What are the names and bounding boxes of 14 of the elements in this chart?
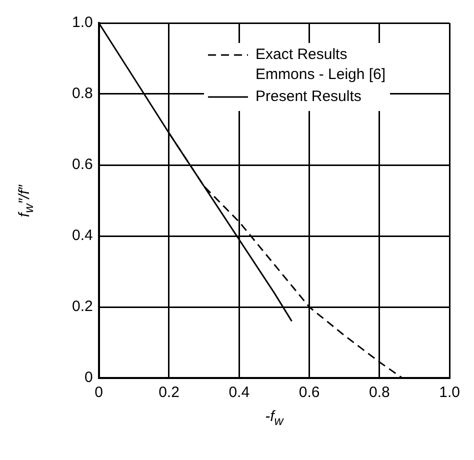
- y-tick-label: 1.0: [72, 14, 93, 32]
- x-tick-label: 0.8: [369, 384, 390, 402]
- y-tick-label: 0.8: [72, 85, 93, 102]
- x-tick-label: 0.2: [158, 384, 180, 402]
- x-axis-title: -f$_{w}$: [264, 408, 285, 428]
- x-tick-label: 1.0: [439, 384, 460, 402]
- x-tick-label: 0.6: [298, 384, 320, 402]
- y-tick-label: 0.6: [72, 156, 93, 174]
- y-tick-label: 0.4: [72, 227, 93, 244]
- legend-label: Present Results: [256, 87, 362, 107]
- legend-label: Exact Results Emmons - Leigh [6]: [256, 45, 386, 85]
- x-tick-label: 0.4: [228, 384, 250, 402]
- y-tick-label: 0: [84, 369, 93, 386]
- y-tick-label: 0.2: [72, 298, 93, 316]
